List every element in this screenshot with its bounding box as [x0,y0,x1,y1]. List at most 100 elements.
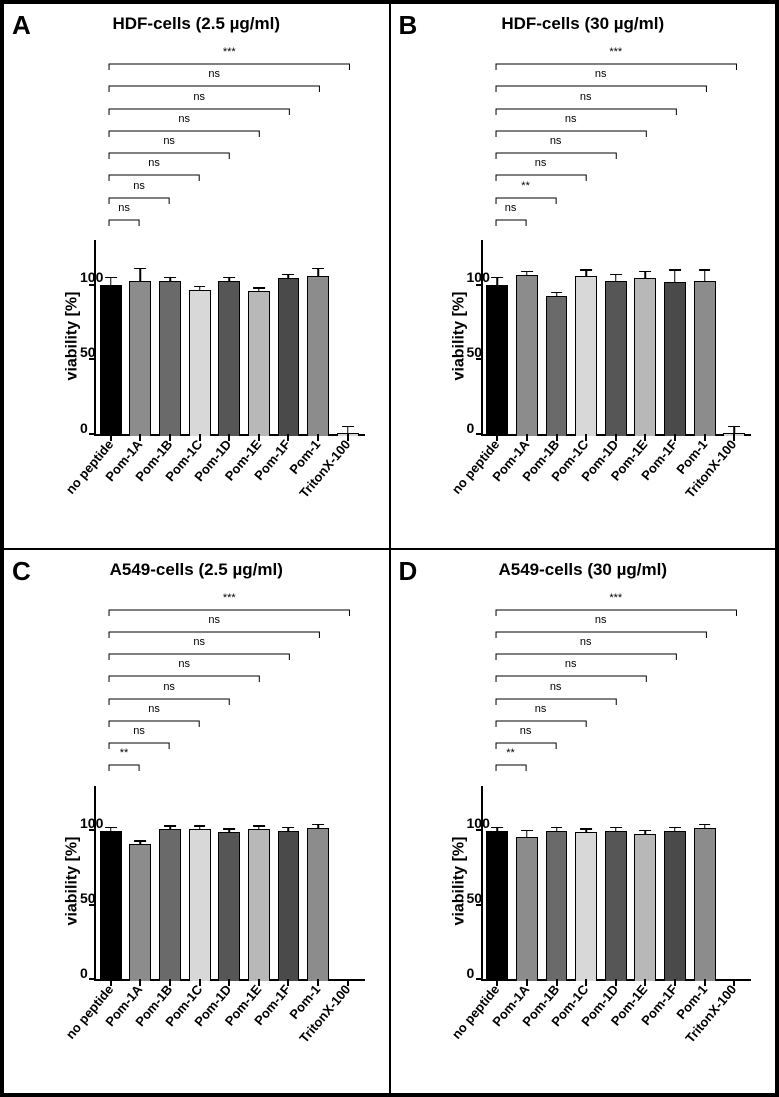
bar-wrap [571,786,601,982]
x-tick [585,434,587,441]
error-cap [580,269,592,271]
bar [546,296,568,436]
error-cap [551,827,563,829]
error-bar [317,269,319,277]
error-cap [639,271,651,273]
sig-bracket: ns [94,693,365,707]
y-axis-label: viability [%] [63,837,81,926]
x-tick [496,979,498,986]
bar-wrap [542,786,572,982]
bar-wrap [601,240,631,436]
sig-label: *** [223,46,236,58]
bar [100,285,122,435]
plot-zone: 050100 [50,786,365,982]
error-cap [194,286,206,288]
bar [486,285,508,435]
significance-brackets: ns**nsnsnsnsns*** [481,36,752,236]
bar [575,832,597,981]
x-tick [585,979,587,986]
sig-bracket: ns [481,169,752,183]
error-cap [491,277,503,279]
bar-wrap [274,240,304,436]
plot-zone: 050100 [437,240,752,436]
error-cap [283,827,295,829]
x-tick [287,979,289,986]
x-labels: no peptidePom-1APom-1BPom-1CPom-1DPom-1E… [483,981,750,1085]
error-cap [610,827,622,829]
chart-area: ns**nsnsnsnsns***050100viability [%]no p… [397,36,770,540]
plot-zone: 050100 [50,240,365,436]
x-tick [674,979,676,986]
plot-zone: 050100 [437,786,752,982]
y-tick [476,433,483,435]
bar-wrap [660,240,690,436]
bar [248,829,270,981]
bar-wrap [155,786,185,982]
error-cap [164,825,176,827]
x-labels: no peptidePom-1APom-1BPom-1CPom-1DPom-1E… [483,436,750,540]
bar [664,282,686,435]
y-axis-label-wrapper: viability [%] [415,236,435,436]
bar-wrap [126,240,156,436]
x-tick [287,434,289,441]
x-label: TritonX-100 [719,436,749,540]
y-axis-label: viability [%] [450,291,468,380]
error-bar [674,270,676,282]
x-tick [615,979,617,986]
bar [248,291,270,435]
x-tick [644,979,646,986]
x-tick [644,434,646,441]
x-label: TritonX-100 [333,981,363,1085]
bar [546,831,568,981]
bar [307,828,329,981]
bar-wrap [719,786,749,982]
bar-wrap [244,786,274,982]
error-bar [110,278,112,286]
bar-wrap [185,786,215,982]
y-axis-label: viability [%] [63,291,81,380]
bar [307,276,329,435]
bar [218,832,240,981]
y-tick [89,433,96,435]
bar-wrap [333,786,363,982]
sig-bracket: ns [481,80,752,94]
sig-bracket: ns [481,147,752,161]
sig-bracket: ns [481,214,752,228]
bar-wrap [244,240,274,436]
error-cap [253,825,265,827]
error-cap [699,824,711,826]
sig-bracket: ns [94,715,365,729]
bar [159,829,181,981]
panel-title: HDF-cells (30 µg/ml) [397,14,770,34]
x-tick [258,434,260,441]
figure-grid: AHDF-cells (2.5 µg/ml)nsnsnsnsnsnsns***0… [0,0,779,1097]
x-tick [169,979,171,986]
sig-bracket: ns [94,648,365,662]
error-cap [105,277,117,279]
y-tick [476,978,483,980]
sig-label: *** [223,592,236,604]
error-cap [521,271,533,273]
bar-wrap [214,240,244,436]
x-axis-zone: no peptidePom-1APom-1BPom-1CPom-1DPom-1E… [481,981,752,1085]
bar [278,831,300,981]
bar [694,281,716,436]
x-label: TritonX-100 [333,436,363,540]
y-axis-label: viability [%] [450,837,468,926]
error-cap [491,827,503,829]
x-axis-zone: no peptidePom-1APom-1BPom-1CPom-1DPom-1E… [94,981,365,1085]
error-cap [580,828,592,830]
y-axis-label-wrapper: viability [%] [28,782,48,982]
bar [605,831,627,981]
sig-bracket: ns [94,670,365,684]
x-tick [556,979,558,986]
bar [694,828,716,981]
x-tick [526,979,528,986]
x-tick [496,434,498,441]
y-axis-label-wrapper: viability [%] [28,236,48,436]
error-cap [342,426,354,428]
bar-wrap [631,786,661,982]
bar-wrap [303,786,333,982]
significance-brackets: **nsnsnsnsnsns*** [94,582,365,782]
bar [605,281,627,436]
